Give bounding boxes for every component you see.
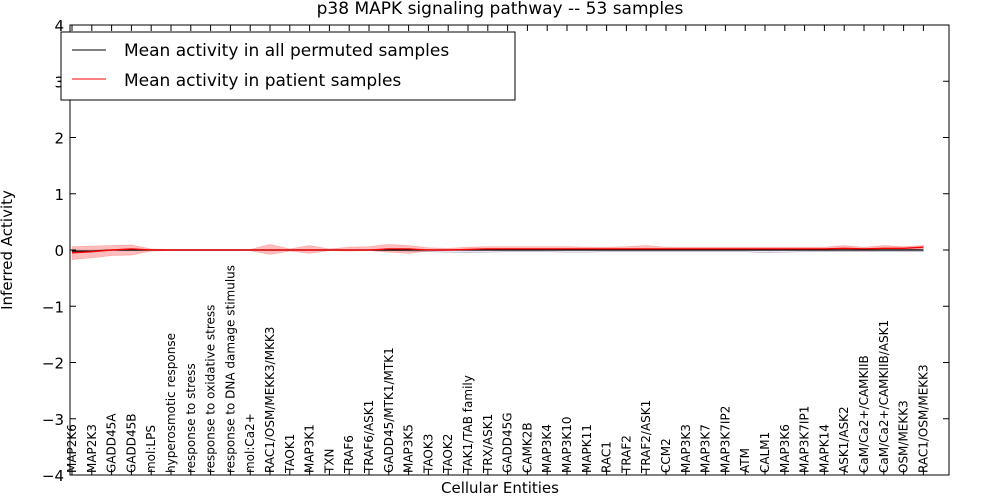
x-axis: MAP2K6 MAP2K3 GADD45A GADD45B mol:LPS hyperos… <box>65 25 930 475</box>
x-category-label: TRAF6/ASK1 <box>362 400 376 474</box>
x-category-label: MAP3K10 <box>560 416 574 473</box>
x-category-label: GADD45G <box>501 412 515 473</box>
x-category-label: MAP2K3 <box>85 424 99 473</box>
x-category-label: MAPK14 <box>817 424 831 473</box>
x-category-label: RAC1/OSM/MEKK3/MKK3 <box>263 327 277 473</box>
y-axis: −4 −3 −2 −1 0 1 2 3 4 <box>42 17 949 485</box>
x-category-label: MAP3K6 <box>778 424 792 473</box>
x-category-label: CaM/Ca2+/CAMKIIB/ASK1 <box>877 320 891 473</box>
x-category-label: TAOK2 <box>441 434 455 474</box>
x-axis-title: Cellular Entities <box>441 479 559 497</box>
x-category-label: CCM2 <box>659 438 673 473</box>
x-category-label: MAP3K5 <box>402 424 416 473</box>
chart-title: p38 MAPK signaling pathway -- 53 samples <box>317 0 684 19</box>
x-category-label: MAPK11 <box>580 424 594 473</box>
legend-label-patient: Mean activity in patient samples <box>124 71 401 91</box>
x-category-label: TAOK3 <box>421 434 435 474</box>
x-category-label: TAOK1 <box>283 434 297 474</box>
y-tick-label: 4 <box>54 17 64 35</box>
series-band-1 <box>71 244 924 260</box>
x-category-label: response to oxidative stress <box>204 305 218 473</box>
x-category-label: OSM/MEKK3 <box>897 400 911 473</box>
legend-box <box>60 31 516 101</box>
legend-label-permuted: Mean activity in all permuted samples <box>124 41 449 61</box>
x-category-label: response to DNA damage stimulus <box>223 265 237 473</box>
x-category-label: CaM/Ca2+/CAMKIIB <box>857 355 871 473</box>
x-category-label: MAP3K7 <box>699 424 713 473</box>
legend: Mean activity in all permuted samples Me… <box>60 31 516 101</box>
x-category-label: GADD45B <box>124 414 138 474</box>
y-tick-label: −2 <box>42 355 64 373</box>
x-category-label: RAC1/OSM/MEKK3 <box>916 364 930 473</box>
x-category-label: MAP2K6 <box>65 424 79 473</box>
x-category-label: ASK1/ASK2 <box>837 406 851 473</box>
y-tick-label: −4 <box>42 467 64 485</box>
y-tick-label: 3 <box>54 73 64 91</box>
y-tick-label: −3 <box>42 411 64 429</box>
x-category-label: MAP3K7IP1 <box>798 406 812 473</box>
x-category-label: TRAF2 <box>619 435 633 474</box>
x-category-label: mol:Ca2+ <box>243 413 257 473</box>
x-category-label: MAP3K7IP2 <box>718 406 732 473</box>
x-category-label: hyperosmotic response <box>164 333 178 473</box>
series-line-1 <box>71 246 924 254</box>
y-tick-label: 0 <box>54 242 64 260</box>
x-category-label: CALM1 <box>758 432 772 473</box>
x-category-label: TAK1/TAB family <box>461 375 475 474</box>
x-category-label: CAMK2B <box>520 422 534 473</box>
x-category-label: ATM <box>738 448 752 473</box>
x-category-label: TRAF6 <box>342 435 356 474</box>
x-category-label: RAC1 <box>600 441 614 473</box>
line-layer <box>71 246 924 254</box>
x-category-label: GADD45A <box>105 413 119 473</box>
x-category-label: MAP3K1 <box>303 424 317 473</box>
x-category-label: response to stress <box>184 363 198 473</box>
y-tick-label: −1 <box>42 298 64 316</box>
x-category-label: GADD45/MTK1/MTK1 <box>382 347 396 473</box>
y-tick-label: 2 <box>54 130 64 148</box>
x-category-label: TRAF2/ASK1 <box>639 400 653 474</box>
x-category-label: MAP3K4 <box>540 424 554 473</box>
x-category-label: MAP3K3 <box>679 424 693 473</box>
y-tick-label: 1 <box>54 186 64 204</box>
y-axis-title: Inferred Activity <box>0 190 16 310</box>
x-category-label: TRX/ASK1 <box>481 414 495 474</box>
plot-frame <box>69 24 950 476</box>
x-category-label: mol:LPS <box>144 425 158 473</box>
x-category-label: TXN <box>322 448 336 474</box>
